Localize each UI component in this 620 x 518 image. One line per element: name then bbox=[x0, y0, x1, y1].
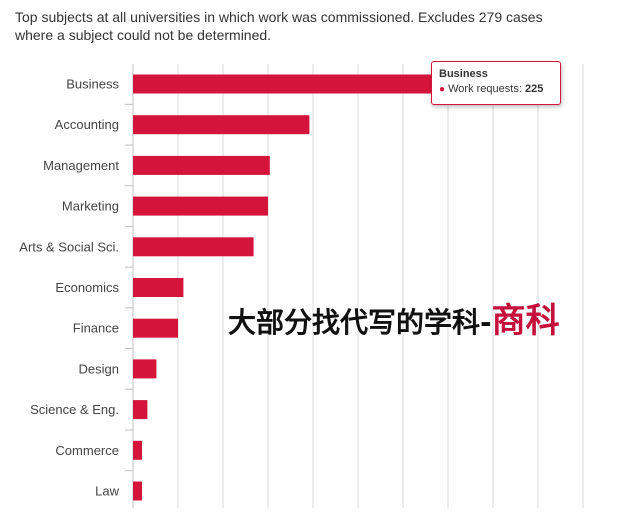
overlay-caption: 大部分找代写的学科-商科 bbox=[228, 293, 560, 342]
series-dot-icon: ● bbox=[439, 84, 446, 95]
category-label: Accounting bbox=[55, 117, 119, 132]
category-label: Economics bbox=[55, 280, 119, 295]
category-label: Management bbox=[43, 158, 119, 173]
bar bbox=[133, 155, 270, 175]
overlay-caption-black: 大部分找代写的学科- bbox=[228, 306, 492, 339]
category-label: Business bbox=[66, 77, 119, 92]
tooltip-title: Business bbox=[439, 68, 488, 80]
category-label: Finance bbox=[73, 321, 119, 336]
tooltip-series-name: Work requests: bbox=[448, 83, 522, 95]
bar bbox=[133, 440, 142, 460]
bar bbox=[133, 481, 142, 501]
category-label: Law bbox=[95, 484, 119, 499]
chart-tooltip: Business ● Work requests: 225 bbox=[431, 61, 561, 105]
category-label: Science & Eng. bbox=[30, 402, 119, 417]
category-label: Commerce bbox=[55, 443, 119, 458]
category-label: Marketing bbox=[62, 199, 119, 214]
bar bbox=[133, 400, 148, 420]
bar bbox=[133, 115, 310, 135]
category-label: Arts & Social Sci. bbox=[19, 239, 119, 254]
overlay-caption-red: 商科 bbox=[491, 301, 560, 341]
bar bbox=[133, 359, 157, 379]
bar bbox=[133, 196, 268, 216]
bar bbox=[133, 237, 254, 257]
bar bbox=[133, 278, 184, 297]
category-label: Design bbox=[79, 361, 119, 376]
chart-subtitle: Top subjects at all universities in whic… bbox=[15, 9, 543, 43]
tooltip-value: 225 bbox=[524, 83, 544, 95]
bar bbox=[133, 318, 178, 338]
